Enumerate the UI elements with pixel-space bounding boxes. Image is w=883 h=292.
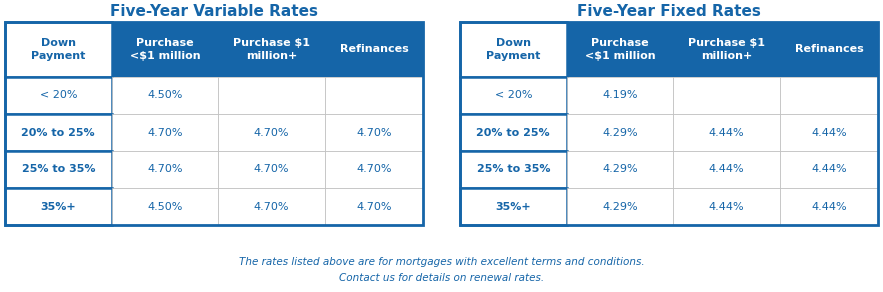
Bar [673,188,780,225]
Text: Refinances: Refinances [339,44,408,55]
Text: 25% to 35%: 25% to 35% [477,164,550,175]
Text: 35%+: 35%+ [495,201,531,211]
Bar [460,77,567,114]
Bar [780,22,878,77]
Bar [218,77,325,114]
Bar [111,188,218,225]
Text: 4.29%: 4.29% [602,201,638,211]
Text: 20% to 25%: 20% to 25% [477,128,550,138]
Text: Refinances: Refinances [795,44,864,55]
Bar [325,151,423,188]
Text: < 20%: < 20% [40,91,77,100]
Bar [325,22,423,77]
Text: 4.44%: 4.44% [709,128,744,138]
Bar [673,114,780,151]
Bar [460,188,567,225]
Text: Five-Year Fixed Rates: Five-Year Fixed Rates [577,4,761,18]
Text: 4.44%: 4.44% [811,164,847,175]
Bar [111,77,218,114]
Bar [460,22,567,77]
Text: 4.70%: 4.70% [147,128,183,138]
Bar [673,77,780,114]
Text: Contact us for details on renewal rates.: Contact us for details on renewal rates. [339,273,544,283]
Text: 4.70%: 4.70% [147,164,183,175]
Bar [460,151,567,188]
Text: Down
Payment: Down Payment [31,38,86,61]
Text: 4.50%: 4.50% [147,91,183,100]
Bar [780,114,878,151]
Bar [5,77,111,114]
Text: Purchase
<$1 million: Purchase <$1 million [585,38,655,61]
Text: 4.29%: 4.29% [602,164,638,175]
Bar [325,188,423,225]
Text: 4.70%: 4.70% [356,128,392,138]
Text: 4.70%: 4.70% [253,164,290,175]
Bar [218,22,325,77]
Bar [5,114,111,151]
Text: 4.70%: 4.70% [253,201,290,211]
Bar [567,151,673,188]
Bar [325,114,423,151]
Text: 4.70%: 4.70% [253,128,290,138]
Bar [780,188,878,225]
Bar [567,22,673,77]
Text: 25% to 35%: 25% to 35% [21,164,95,175]
Bar [5,22,111,77]
Text: 35%+: 35%+ [41,201,76,211]
Bar [111,22,218,77]
Bar [218,114,325,151]
Text: 4.44%: 4.44% [709,164,744,175]
Bar [111,114,218,151]
Bar [567,114,673,151]
Bar [567,77,673,114]
Bar [780,77,878,114]
Text: 4.44%: 4.44% [709,201,744,211]
Text: Down
Payment: Down Payment [487,38,540,61]
Text: < 20%: < 20% [494,91,532,100]
Text: 4.50%: 4.50% [147,201,183,211]
Bar [218,188,325,225]
Text: 4.44%: 4.44% [811,128,847,138]
Bar [111,151,218,188]
Bar [673,151,780,188]
Text: Five-Year Variable Rates: Five-Year Variable Rates [110,4,318,18]
Text: Purchase
<$1 million: Purchase <$1 million [130,38,200,61]
Bar [5,22,423,225]
Bar [673,22,780,77]
Text: Purchase $1
million+: Purchase $1 million+ [233,38,310,61]
Bar [5,188,111,225]
Bar [567,188,673,225]
Bar [325,77,423,114]
Text: 4.44%: 4.44% [811,201,847,211]
Text: The rates listed above are for mortgages with excellent terms and conditions.: The rates listed above are for mortgages… [238,257,645,267]
Text: 4.29%: 4.29% [602,128,638,138]
Text: 4.70%: 4.70% [356,164,392,175]
Bar [460,114,567,151]
Bar [218,151,325,188]
Text: Purchase $1
million+: Purchase $1 million+ [688,38,765,61]
Bar [5,151,111,188]
Text: 4.70%: 4.70% [356,201,392,211]
Bar [460,22,878,225]
Text: 20% to 25%: 20% to 25% [21,128,95,138]
Bar [780,151,878,188]
Text: 4.19%: 4.19% [602,91,638,100]
